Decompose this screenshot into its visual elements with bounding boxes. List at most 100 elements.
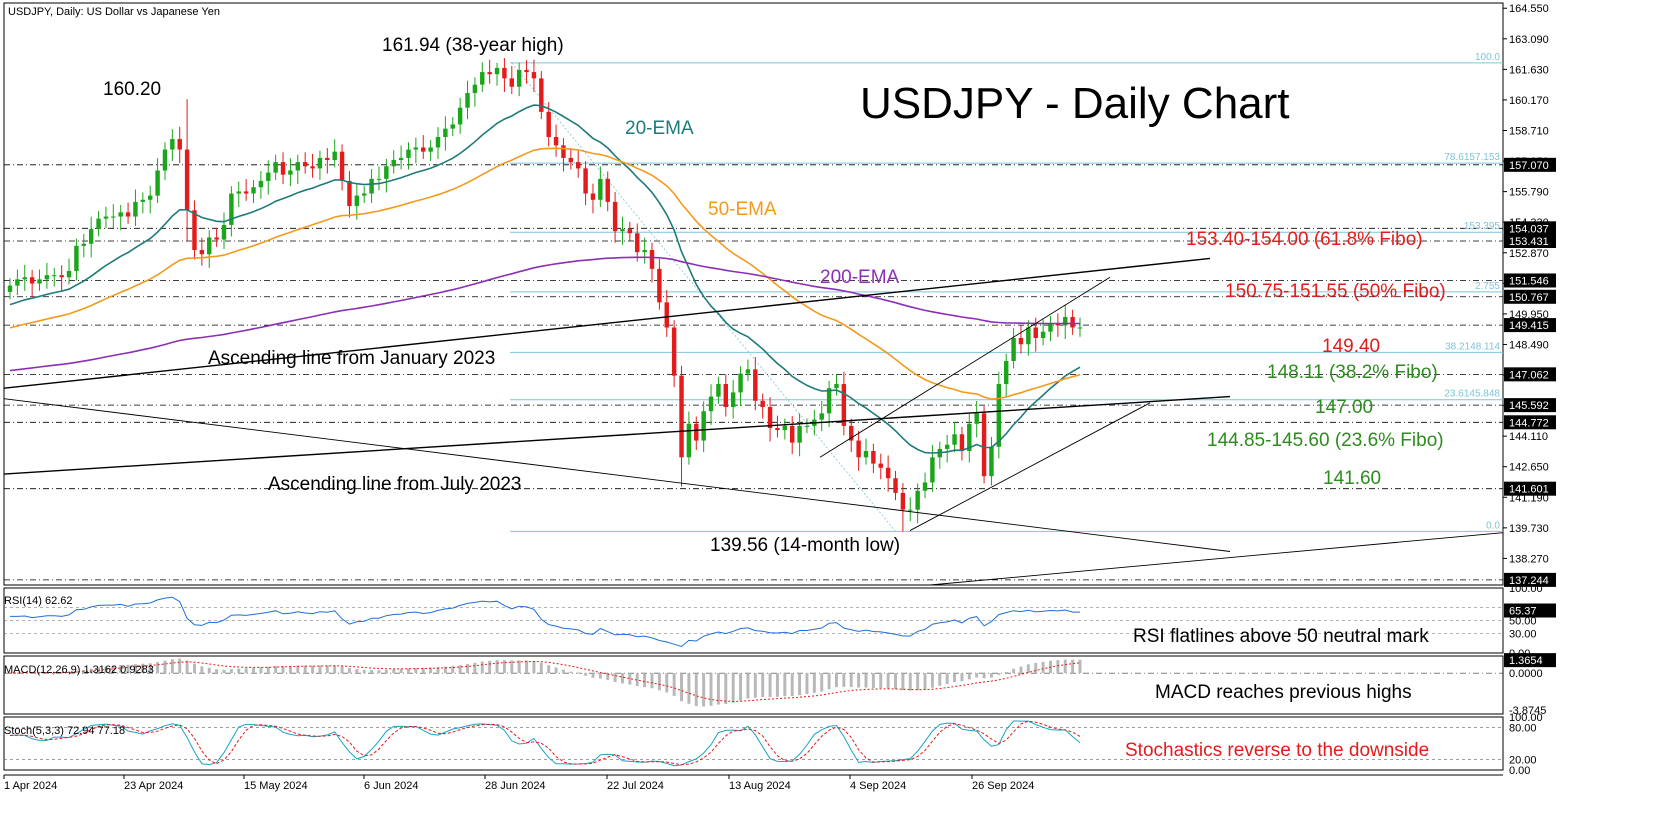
- candle-body: [457, 107, 463, 125]
- candle-body: [878, 463, 883, 468]
- macd-tick-label: 0.0000: [1509, 668, 1543, 680]
- price-tick-label: 163.090: [1509, 34, 1549, 46]
- rsi-value-label: 65.37: [1509, 606, 1537, 618]
- candle-body: [361, 193, 367, 196]
- candle-body: [531, 72, 537, 79]
- candle-body: [243, 191, 249, 194]
- candle-body: [959, 434, 965, 452]
- time-tick-label: 22 Jul 2024: [607, 780, 664, 792]
- macd-note: MACD reaches previous highs: [1155, 682, 1412, 703]
- candle-body: [413, 147, 419, 150]
- price-box: [1504, 273, 1556, 288]
- price-box: [1504, 572, 1556, 587]
- candle-body: [826, 388, 832, 414]
- level-note: 153.40-154.00 (61.8% Fibo): [1186, 229, 1423, 250]
- candle-body: [170, 139, 175, 150]
- candle-body: [421, 147, 426, 152]
- candle-body: [893, 478, 898, 493]
- candle-body: [435, 136, 441, 148]
- annotation-text: 160.20: [103, 79, 161, 100]
- candle-body: [37, 279, 42, 284]
- main-price-pane[interactable]: 164.550163.090161.630160.170158.710157.2…: [3, 2, 1556, 587]
- price-tick-label: 158.710: [1509, 125, 1549, 137]
- candle-body: [15, 279, 20, 286]
- candle-body: [369, 178, 374, 194]
- candle-body: [1003, 360, 1009, 385]
- price-box-label: 151.546: [1509, 275, 1549, 287]
- stoch-frame: [3, 716, 1504, 771]
- candle-body: [29, 277, 35, 284]
- time-tick-label: 4 Sep 2024: [850, 780, 906, 792]
- stoch-tick-label: 80.00: [1509, 723, 1537, 735]
- candle-body: [1011, 337, 1016, 361]
- candle-body: [118, 212, 123, 217]
- level-note: 150.75-151.55 (50% Fibo): [1225, 281, 1446, 302]
- candle-body: [177, 139, 182, 150]
- candle-body: [59, 275, 64, 278]
- candle-body: [908, 509, 913, 511]
- price-box: [1504, 289, 1556, 304]
- rsi-tick-label: 50.00: [1509, 616, 1537, 628]
- candle-body: [671, 327, 677, 376]
- candle-body: [723, 384, 729, 408]
- candle-body: [125, 212, 131, 217]
- price-box-label: 154.037: [1509, 223, 1549, 235]
- candle-body: [509, 78, 515, 87]
- candle-body: [155, 170, 160, 196]
- annotation-text: 50-EMA: [708, 199, 777, 220]
- candle-body: [598, 178, 603, 200]
- rsi-value-box: [1504, 603, 1556, 618]
- candle-body: [989, 446, 994, 477]
- fibo-label: 38.2148.114: [1445, 341, 1500, 352]
- level-note: 149.40: [1322, 336, 1380, 357]
- candle-body: [649, 250, 655, 269]
- candle-body: [930, 457, 935, 483]
- price-box: [1504, 367, 1556, 382]
- price-box: [1504, 234, 1556, 249]
- candle-body: [494, 67, 500, 75]
- candle-body: [952, 434, 957, 445]
- candle-body: [1026, 327, 1031, 345]
- candle-body: [184, 149, 190, 211]
- candle-body: [347, 180, 352, 207]
- channel-upper: [819, 276, 1111, 458]
- candle-body: [103, 216, 109, 219]
- price-box-label: 147.062: [1509, 369, 1549, 381]
- long-support-line: [929, 532, 1504, 586]
- time-tick-label: 28 Jun 2024: [485, 780, 546, 792]
- candle-body: [472, 84, 478, 94]
- candle-body: [583, 168, 588, 194]
- main-frame: [3, 2, 1504, 586]
- candle-body: [657, 268, 662, 303]
- candle-body: [1070, 317, 1075, 328]
- price-box: [1504, 157, 1556, 172]
- rsi-note: RSI flatlines above 50 neutral mark: [1133, 626, 1429, 647]
- candle-body: [1033, 327, 1038, 338]
- annotation-text: Ascending line from January 2023: [208, 348, 495, 369]
- candle-body: [280, 162, 286, 175]
- candle-body: [111, 216, 116, 218]
- candle-body: [524, 69, 529, 73]
- candle-body: [1063, 317, 1068, 326]
- candle-body: [339, 151, 345, 181]
- candle-body: [266, 172, 271, 181]
- candle-body: [81, 243, 87, 246]
- candle-body: [885, 467, 891, 479]
- candle-body: [967, 423, 972, 452]
- rsi-caption: RSI(14) 62.62: [4, 595, 72, 607]
- chart-title: USDJPY - Daily Chart: [860, 79, 1290, 128]
- candle-body: [133, 201, 138, 217]
- candle-body: [775, 427, 780, 431]
- candle-body: [229, 193, 234, 225]
- candle-body: [568, 157, 574, 163]
- candle-body: [207, 237, 212, 255]
- fibo-label: 153.395: [1464, 221, 1501, 232]
- candle-body: [376, 178, 382, 180]
- candle-body: [679, 375, 684, 458]
- candle-body: [162, 149, 168, 171]
- fibo-diagonal: [511, 62, 896, 532]
- candle-body: [944, 444, 950, 449]
